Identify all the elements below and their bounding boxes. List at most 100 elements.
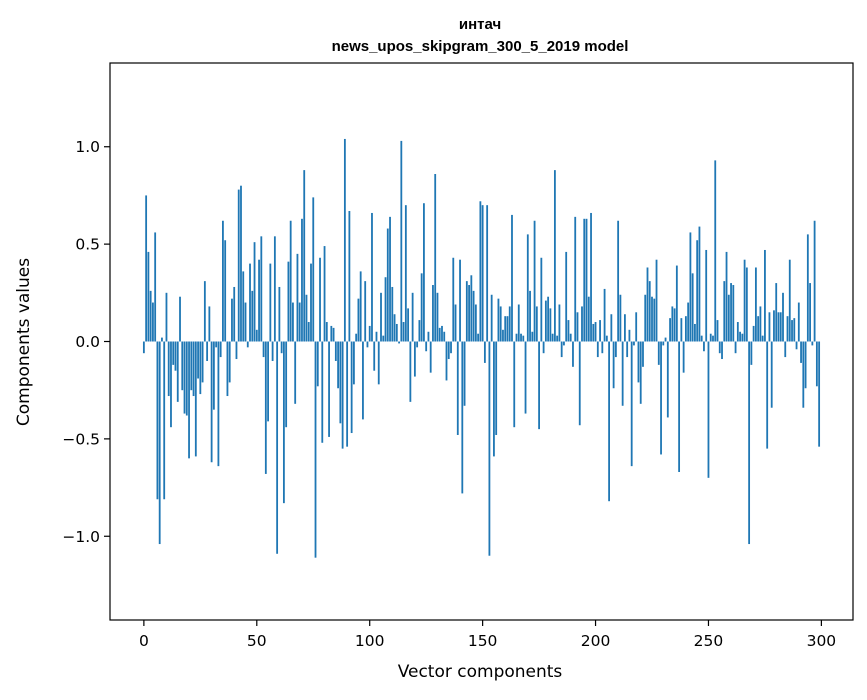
- bar-220: [639, 341, 642, 404]
- bar-series: [142, 138, 821, 558]
- bar-120: [413, 341, 416, 377]
- bar-157: [497, 298, 500, 342]
- bar-49: [253, 242, 256, 342]
- bar-17: [181, 341, 184, 391]
- bar-165: [515, 333, 518, 342]
- bar-50: [255, 329, 258, 342]
- bar-116: [404, 205, 407, 342]
- bar-16: [179, 296, 181, 342]
- bar-269: [750, 341, 753, 365]
- bar-290: [797, 302, 800, 342]
- bar-136: [450, 341, 452, 354]
- bar-80: [323, 246, 326, 342]
- bar-246: [698, 226, 701, 342]
- bar-154: [490, 294, 493, 342]
- bar-135: [447, 341, 450, 360]
- bar-176: [540, 257, 543, 342]
- bar-77: [316, 341, 319, 387]
- bar-34: [219, 341, 222, 358]
- bar-110: [391, 286, 394, 342]
- bar-1: [145, 195, 148, 342]
- bar-14: [174, 341, 177, 371]
- bar-122: [418, 320, 421, 342]
- x-tick-label: 150: [468, 632, 498, 650]
- bar-219: [637, 341, 640, 383]
- bar-288: [793, 318, 796, 342]
- chart-title: интач: [459, 16, 501, 33]
- bar-69: [298, 302, 301, 342]
- bar-12: [170, 341, 172, 428]
- bar-147: [474, 304, 477, 342]
- bar-0: [142, 341, 145, 354]
- bar-189: [569, 333, 572, 342]
- bar-277: [768, 312, 771, 342]
- bar-140: [459, 259, 461, 342]
- bar-281: [777, 312, 780, 342]
- bar-265: [741, 333, 744, 342]
- bar-113: [398, 341, 400, 344]
- bar-196: [585, 218, 588, 342]
- bar-103: [375, 331, 378, 342]
- bar-21: [190, 341, 193, 391]
- bar-174: [535, 306, 538, 342]
- bar-263: [736, 322, 739, 342]
- bar-166: [517, 304, 520, 342]
- bar-231: [664, 337, 667, 342]
- bar-240: [684, 316, 687, 342]
- bar-107: [384, 277, 387, 342]
- bar-51: [258, 259, 260, 342]
- bar-7: [158, 341, 161, 545]
- bar-210: [617, 220, 620, 342]
- bar-286: [788, 259, 791, 342]
- bar-179: [547, 296, 550, 342]
- bar-190: [572, 341, 574, 367]
- bar-272: [757, 316, 760, 342]
- bar-24: [197, 341, 199, 379]
- bar-155: [493, 341, 495, 457]
- bar-152: [486, 205, 489, 342]
- bar-67: [294, 341, 297, 404]
- bar-137: [452, 257, 455, 342]
- bar-156: [495, 341, 498, 435]
- bar-217: [633, 341, 635, 346]
- bar-191: [574, 216, 577, 342]
- bar-43: [240, 185, 242, 342]
- bar-291: [800, 341, 802, 363]
- bar-79: [321, 341, 324, 443]
- bar-268: [748, 341, 751, 545]
- bar-151: [483, 341, 486, 363]
- bar-86: [337, 341, 339, 389]
- bar-201: [596, 341, 599, 358]
- bar-125: [425, 341, 428, 352]
- bar-106: [382, 335, 385, 342]
- bar-30: [210, 341, 213, 463]
- bar-99: [366, 341, 369, 348]
- bar-92: [350, 341, 353, 434]
- bar-111: [393, 314, 396, 342]
- bar-101: [371, 212, 373, 342]
- bar-150: [481, 205, 484, 342]
- bar-38: [228, 341, 231, 383]
- bar-182: [553, 170, 556, 342]
- bar-145: [470, 275, 473, 342]
- bar-250: [707, 341, 710, 478]
- bar-123: [420, 273, 423, 342]
- bar-243: [691, 273, 694, 342]
- bar-149: [479, 201, 482, 342]
- bar-177: [542, 341, 545, 354]
- bar-170: [526, 234, 529, 342]
- bar-22: [192, 341, 195, 397]
- bar-108: [386, 228, 389, 342]
- bar-162: [508, 306, 511, 342]
- bar-188: [567, 320, 570, 342]
- bar-245: [696, 240, 699, 342]
- bar-153: [488, 341, 491, 556]
- bar-283: [782, 292, 784, 342]
- y-tick-label: 1.0: [75, 138, 100, 156]
- bar-71: [303, 170, 306, 342]
- bar-273: [759, 306, 762, 342]
- bar-18: [183, 341, 186, 414]
- bar-270: [752, 325, 755, 342]
- bar-11: [167, 341, 170, 397]
- bar-223: [646, 267, 649, 342]
